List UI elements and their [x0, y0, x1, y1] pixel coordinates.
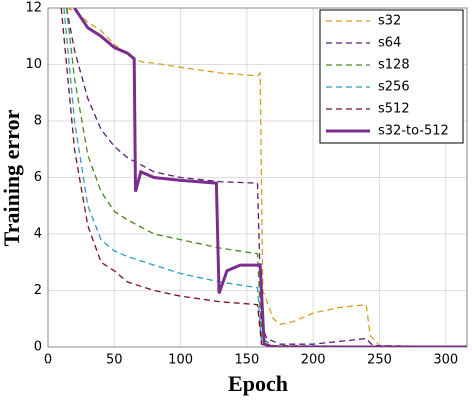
line: [73, 8, 467, 347]
y-tick-label: 0: [34, 340, 42, 355]
y-tick-label: 12: [25, 1, 42, 16]
legend-label: s64: [378, 36, 401, 51]
legend-label: s32: [378, 14, 401, 29]
legend-label: s256: [378, 80, 410, 95]
y-tick-label: 6: [34, 170, 42, 185]
y-tick-label: 8: [34, 114, 42, 129]
legend-label: s512: [378, 102, 410, 117]
x-tick-label: 0: [44, 353, 52, 368]
plot-lines: [60, 8, 467, 347]
legend-label: s32-to-512: [378, 124, 449, 139]
y-tick-label: 4: [34, 227, 42, 242]
x-tick-label: 300: [433, 353, 458, 368]
x-tick-label: 200: [301, 353, 326, 368]
line: [65, 8, 467, 347]
legend-label: s128: [378, 58, 410, 73]
x-tick-label: 250: [367, 353, 392, 368]
x-tick-label: 100: [168, 353, 193, 368]
x-axis-label: Epoch: [228, 371, 288, 396]
line: [66, 8, 467, 347]
x-tick-label: 50: [106, 353, 123, 368]
plot-frame: [47, 7, 468, 348]
legend-box: [319, 9, 464, 144]
line: [60, 8, 467, 347]
y-tick-label: 10: [25, 57, 42, 72]
x-tick-label: 150: [234, 353, 259, 368]
y-axis-label: Training error: [0, 109, 24, 246]
y-tick-label: 2: [34, 283, 42, 298]
